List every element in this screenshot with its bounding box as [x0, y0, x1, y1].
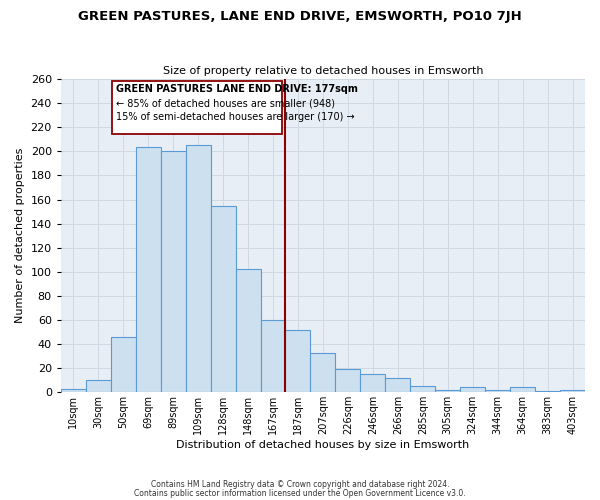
Title: Size of property relative to detached houses in Emsworth: Size of property relative to detached ho… [163, 66, 483, 76]
Bar [310, 352, 335, 393]
Bar [111, 337, 136, 392]
Bar [460, 388, 485, 392]
Bar [161, 152, 185, 392]
X-axis label: Distribution of detached houses by size in Emsworth: Distribution of detached houses by size … [176, 440, 470, 450]
Bar [410, 386, 435, 392]
Bar [560, 390, 585, 392]
FancyBboxPatch shape [112, 82, 282, 134]
Text: ← 85% of detached houses are smaller (948): ← 85% of detached houses are smaller (94… [116, 98, 335, 108]
Bar [485, 390, 510, 392]
Bar [236, 270, 260, 392]
Bar [185, 146, 211, 392]
Bar [86, 380, 111, 392]
Text: GREEN PASTURES LANE END DRIVE: 177sqm: GREEN PASTURES LANE END DRIVE: 177sqm [116, 84, 358, 94]
Text: 15% of semi-detached houses are larger (170) →: 15% of semi-detached houses are larger (… [116, 112, 355, 122]
Bar [136, 146, 161, 392]
Bar [335, 370, 361, 392]
Bar [61, 388, 86, 392]
Text: GREEN PASTURES, LANE END DRIVE, EMSWORTH, PO10 7JH: GREEN PASTURES, LANE END DRIVE, EMSWORTH… [78, 10, 522, 23]
Text: Contains HM Land Registry data © Crown copyright and database right 2024.: Contains HM Land Registry data © Crown c… [151, 480, 449, 489]
Bar [510, 388, 535, 392]
Bar [435, 390, 460, 392]
Bar [260, 320, 286, 392]
Text: Contains public sector information licensed under the Open Government Licence v3: Contains public sector information licen… [134, 488, 466, 498]
Bar [361, 374, 385, 392]
Bar [211, 206, 236, 392]
Bar [385, 378, 410, 392]
Bar [286, 330, 310, 392]
Y-axis label: Number of detached properties: Number of detached properties [15, 148, 25, 324]
Bar [535, 391, 560, 392]
